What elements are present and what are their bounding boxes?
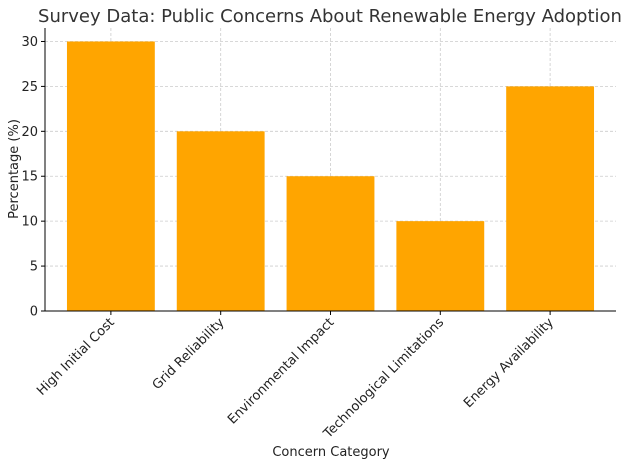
- chart-title: Survey Data: Public Concerns About Renew…: [38, 6, 622, 27]
- bar-high-initial-cost: [66, 41, 155, 311]
- y-tick-label: 5: [30, 260, 38, 275]
- x-tick-label: Grid Reliability: [150, 315, 228, 393]
- x-tick-layer: High Initial Cost Grid ReliabilityEnviron…: [34, 311, 557, 442]
- y-axis-label: Percentage (%): [7, 119, 22, 219]
- y-tick-layer: 0 5 10 15 20 25 30: [21, 35, 45, 320]
- bar-environmental-impact: [286, 176, 375, 311]
- x-tick-label: Environmental Impact: [225, 315, 337, 427]
- x-tick-label: Energy Availability: [461, 315, 557, 411]
- x-tick-label: Technological Limitations: [320, 315, 447, 442]
- bar-grid-reliability: [176, 131, 265, 311]
- y-tick-label: 10: [21, 215, 38, 230]
- bar-layer: [66, 41, 595, 312]
- x-axis-label: Concern Category: [272, 445, 390, 460]
- y-tick-label: 25: [21, 80, 38, 95]
- y-tick-label: 20: [21, 125, 38, 140]
- y-tick-label: 0: [30, 305, 38, 320]
- y-tick-label: 30: [21, 35, 38, 50]
- y-tick-label: 15: [21, 170, 38, 185]
- bar-energy-availability: [506, 86, 595, 312]
- x-tick-label: High Initial Cost: [34, 315, 117, 398]
- bar-technological-limitations: [396, 221, 485, 311]
